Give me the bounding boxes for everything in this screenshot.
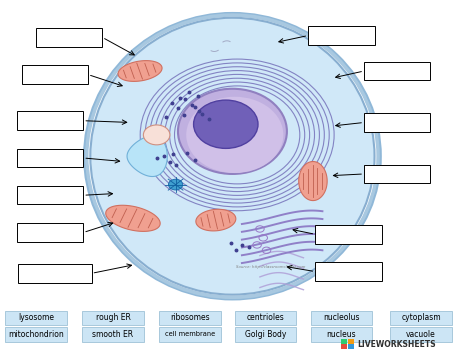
Bar	[17, 186, 83, 204]
Bar	[315, 262, 382, 281]
Bar	[348, 344, 354, 349]
Text: rough ER: rough ER	[96, 313, 130, 322]
Text: nucleolus: nucleolus	[323, 313, 360, 322]
Bar	[341, 339, 347, 344]
Text: vacuole: vacuole	[406, 330, 436, 339]
Text: ribosomes: ribosomes	[170, 313, 210, 322]
Bar	[159, 327, 220, 342]
Bar	[364, 165, 430, 183]
Bar	[36, 28, 102, 47]
Ellipse shape	[193, 100, 258, 148]
Bar	[364, 62, 430, 80]
Bar	[17, 111, 83, 130]
Bar	[82, 327, 144, 342]
Bar	[390, 327, 452, 342]
Polygon shape	[127, 136, 167, 176]
Bar	[310, 311, 372, 325]
Bar	[18, 264, 91, 283]
Text: smooth ER: smooth ER	[92, 330, 134, 339]
Bar	[390, 311, 452, 325]
Text: cell membrane: cell membrane	[164, 332, 215, 337]
Text: centrioles: centrioles	[246, 313, 284, 322]
Text: LIVEWORKSHEETS: LIVEWORKSHEETS	[357, 340, 436, 349]
Bar	[348, 339, 354, 344]
Polygon shape	[106, 205, 160, 231]
Text: nucleus: nucleus	[327, 330, 356, 339]
Text: Golgi Body: Golgi Body	[245, 330, 286, 339]
Ellipse shape	[178, 89, 287, 174]
Ellipse shape	[143, 125, 170, 145]
Ellipse shape	[186, 97, 283, 173]
Bar	[17, 149, 83, 167]
Bar	[22, 65, 88, 84]
Bar	[341, 344, 347, 349]
Bar	[315, 225, 382, 244]
Text: lysosome: lysosome	[18, 313, 54, 322]
Text: mitochondrion: mitochondrion	[8, 330, 64, 339]
Bar	[17, 223, 83, 242]
Polygon shape	[196, 209, 236, 231]
Bar	[308, 26, 374, 45]
Text: cytoplasm: cytoplasm	[401, 313, 441, 322]
Bar	[82, 311, 144, 325]
Bar	[310, 327, 372, 342]
Polygon shape	[299, 162, 327, 201]
Bar	[364, 113, 430, 132]
Bar	[5, 311, 67, 325]
Polygon shape	[118, 61, 162, 81]
Bar	[235, 327, 296, 342]
Bar	[159, 311, 220, 325]
Bar	[235, 311, 296, 325]
Ellipse shape	[91, 18, 374, 295]
Bar	[5, 327, 67, 342]
Text: Source: http://classroomclipart.com: Source: http://classroomclipart.com	[236, 265, 305, 269]
Ellipse shape	[168, 179, 182, 190]
